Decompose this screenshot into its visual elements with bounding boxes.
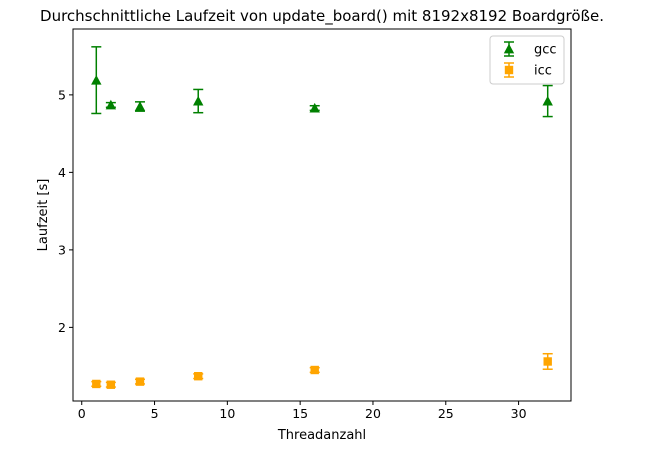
legend-item-icc: icc (504, 62, 552, 79)
data-point-gcc (105, 99, 117, 110)
data-point-gcc (134, 101, 146, 111)
x-tick-label: 0 (78, 406, 86, 421)
data-point-icc (135, 377, 145, 386)
x-tick-label: 10 (219, 406, 235, 421)
data-point-icc (194, 372, 203, 381)
y-tick-label: 4 (58, 165, 66, 180)
y-axis-label: Laufzeit [s] (36, 179, 51, 252)
data-point-icc (106, 380, 116, 389)
data-point-gcc (542, 95, 553, 106)
x-tick-label: 15 (292, 406, 308, 421)
data-point-gcc (91, 74, 102, 85)
data-point-gcc (309, 102, 320, 113)
x-tick-label: 5 (151, 406, 159, 421)
x-tick-label: 30 (511, 406, 527, 421)
series-icc (91, 352, 553, 389)
data-point-gcc (193, 95, 204, 106)
x-axis-label: Threadanzahl (277, 428, 366, 443)
legend-label-gcc: gcc (534, 43, 557, 58)
data-point-icc (310, 365, 319, 375)
legend-marker-icc (504, 65, 514, 75)
x-tick-label: 20 (365, 406, 381, 421)
x-tick-label: 25 (438, 406, 454, 421)
y-tick-label: 2 (58, 320, 66, 335)
y-tick-label: 3 (58, 242, 66, 257)
data-point-icc (92, 379, 101, 389)
chart-title: Durchschnittliche Laufzeit von update_bo… (40, 7, 604, 26)
plot-frame (72, 28, 572, 402)
data-point-icc (543, 357, 552, 366)
series-gcc (91, 46, 553, 118)
legend-label-icc: icc (534, 64, 552, 79)
legend-marker-gcc (503, 43, 515, 54)
legend-item-gcc: gcc (503, 41, 557, 58)
y-tick-label: 5 (58, 87, 66, 102)
